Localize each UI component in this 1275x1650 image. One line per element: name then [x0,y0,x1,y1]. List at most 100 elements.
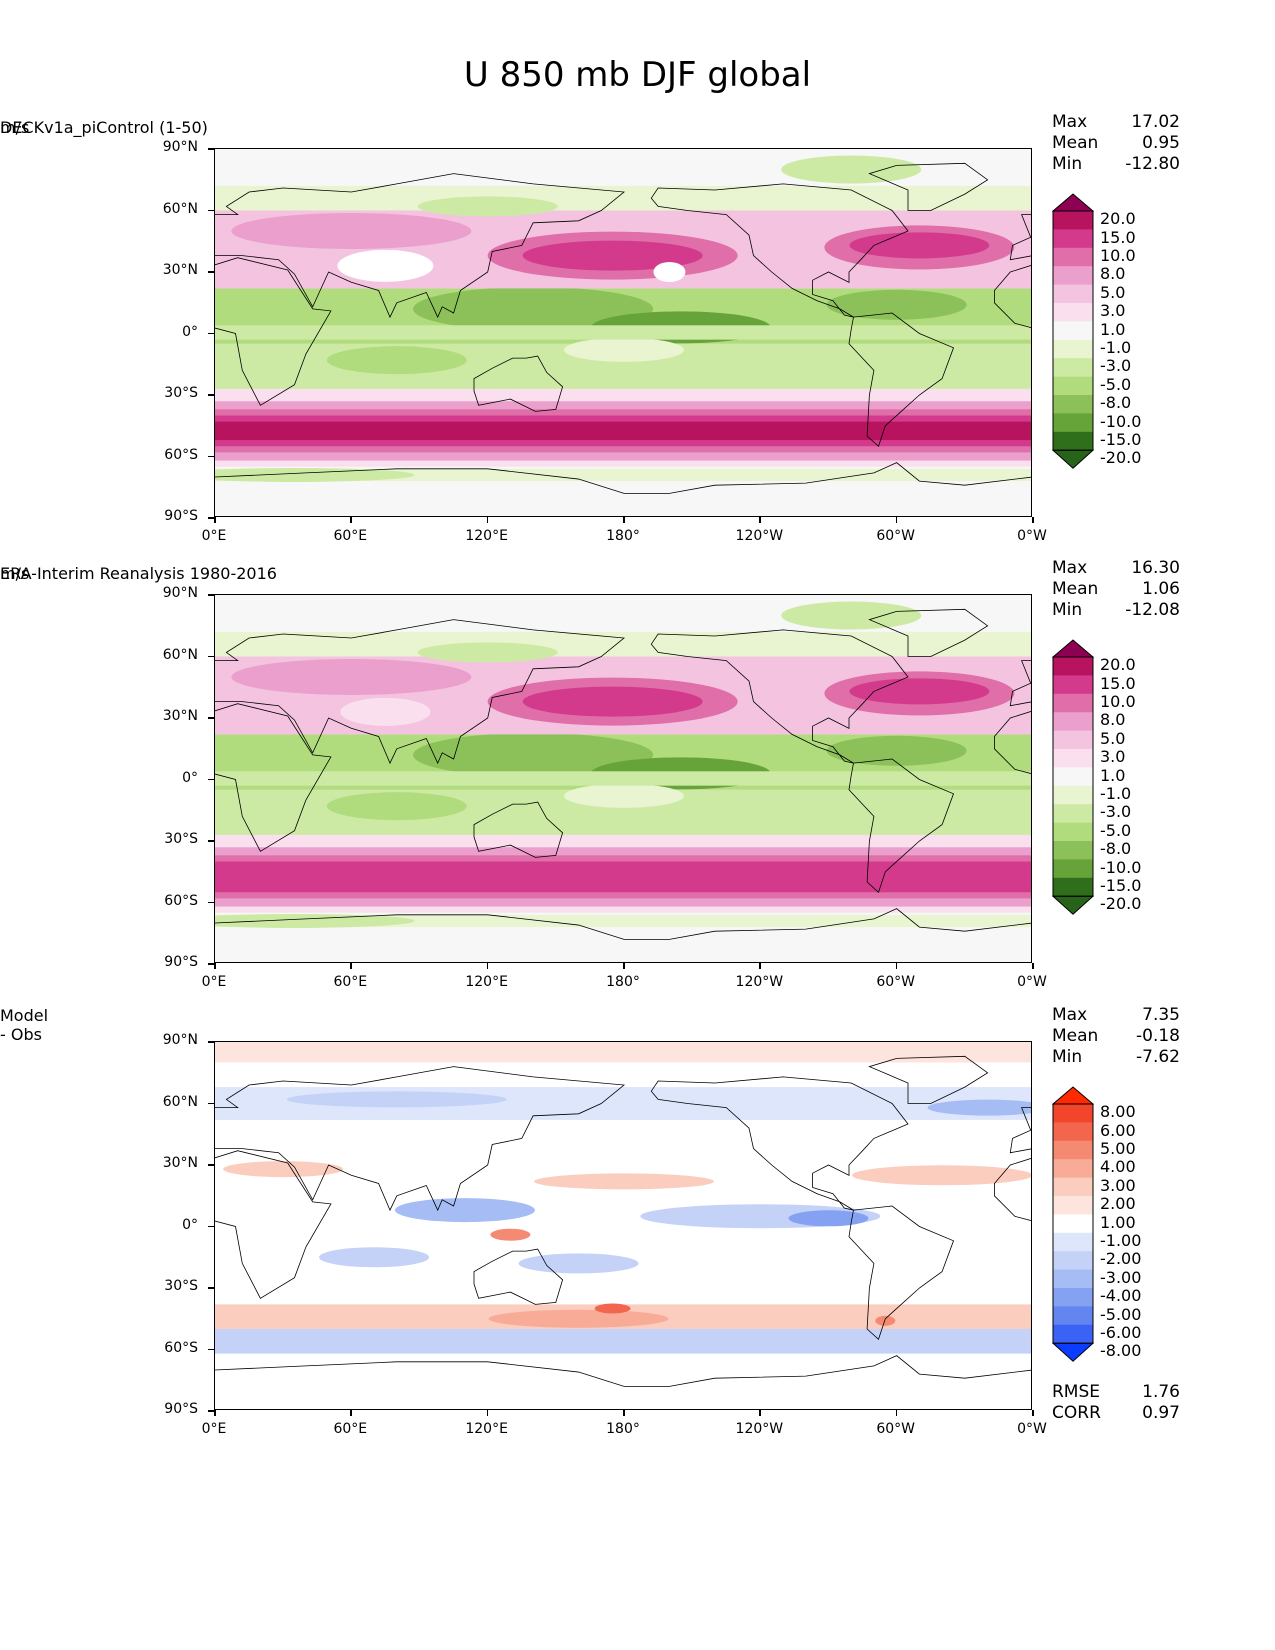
colorbar-level-label: 10.0 [1100,692,1136,711]
x-tick-label: 0°E [201,974,227,990]
colorbar-level-label: 4.00 [1100,1157,1136,1177]
y-tick-label: 30°N [162,1155,198,1171]
stat-label: Mean [1052,579,1099,599]
colorbar-segment [1053,431,1093,451]
panel-units: m/s [0,118,30,137]
stat-row: Min -12.08 [1052,600,1180,621]
colorbar-segment [1053,804,1093,824]
x-tick-label: 180° [606,528,640,544]
field-blob [326,792,467,821]
colorbar-segment [1053,266,1093,286]
colorbar-level-label: 2.00 [1100,1194,1136,1214]
field-blob [564,783,684,808]
stat-row: Max 17.02 [1052,112,1180,133]
colorbar-segment [1053,229,1093,249]
colorbar-level-label: -6.00 [1100,1323,1142,1342]
colorbar-frame [1052,1103,1094,1344]
x-tick-label: 60°E [333,974,368,990]
stat-label: Min [1052,1047,1083,1067]
colorbar-level-label: -3.0 [1100,802,1132,822]
x-tick-label: 60°W [876,528,915,544]
colorbar-level-label: 6.00 [1100,1120,1136,1140]
y-tick-label: 90°S [164,1401,198,1417]
field-blob [518,1253,639,1274]
y-tick-label: 90°N [162,585,198,601]
field-blob [223,1161,344,1178]
map-field [215,149,1031,516]
x-tick-label: 180° [606,1421,640,1437]
colorbar-level-label: 20.0 [1100,655,1136,675]
colorbar-segment [1053,413,1093,433]
colorbar-segment [1053,1196,1093,1215]
colorbar-segment [1053,767,1093,787]
colorbar-segment [1053,303,1093,322]
stat-value: -12.08 [1125,600,1180,620]
field-blob [337,249,434,282]
y-tick [208,455,214,457]
stat-value: -12.80 [1125,154,1180,174]
y-tick [208,394,214,396]
stat-value: 0.95 [1142,133,1180,153]
colorbar-level-label: -10.0 [1100,411,1142,431]
x-tick [350,517,352,523]
map-plot-area [214,148,1032,517]
stat-row: Mean 1.06 [1052,579,1180,600]
colorbar-level-label: 15.0 [1100,227,1136,247]
stat-label: CORR [1052,1403,1101,1423]
y-tick-label: 30°S [164,831,198,847]
colorbar-segment [1053,376,1093,396]
y-tick [208,1225,214,1227]
colorbar-segment [1053,1159,1093,1179]
colorbar-level-label: 10.0 [1100,246,1136,265]
field-blob [231,213,472,249]
field-band [215,927,1031,962]
summary-stats: Max 7.35 Mean -0.18 Min -7.62 [1052,1005,1180,1068]
colorbar-level-label: -15.0 [1100,876,1142,895]
colorbar-segment [1053,1232,1093,1252]
field-band [215,1329,1031,1354]
colorbar-graphic [1051,1086,1095,1362]
field-band [215,421,1031,441]
stat-value: 17.02 [1131,112,1180,132]
y-tick-label: 60°S [164,1339,198,1356]
y-tick [208,1348,214,1350]
colorbar-level-label: -20.0 [1100,894,1142,914]
colorbar-bottom-extension [1051,895,1095,915]
colorbar-top-extension [1051,193,1095,212]
y-tick-label: 0° [182,323,198,340]
x-tick [759,963,761,969]
colorbar-segment [1053,284,1093,304]
panel-units: m/s [0,564,30,583]
panel-title: DECKv1a_piControl (1-50) [0,118,208,137]
colorbar-frame [1052,656,1094,897]
colorbar-level-label: 3.00 [1100,1175,1136,1195]
colorbar-frame [1052,210,1094,451]
y-tick [208,271,214,273]
y-tick-label: 60°N [162,200,198,217]
colorbar-segment [1053,339,1093,359]
stat-label: Mean [1052,133,1099,153]
map-plot-area [214,594,1032,963]
colorbar-segment [1053,693,1093,713]
field-band [215,771,1031,786]
stat-value: -7.62 [1136,1047,1180,1067]
colorbar-level-label: 1.00 [1100,1212,1136,1232]
field-blob [826,735,967,766]
field-band [215,1042,1031,1063]
colorbar-level-label: 5.0 [1100,728,1126,748]
x-tick-label: 120°W [735,1421,784,1437]
colorbar-segment [1053,211,1093,230]
x-tick [350,963,352,969]
x-tick [1032,517,1034,523]
x-tick-label: 0°W [1017,1421,1047,1437]
field-blob [522,686,703,717]
x-tick-label: 60°E [333,528,368,544]
colorbar-level-label: -5.00 [1100,1304,1142,1324]
antarctica-coastline [215,908,1031,940]
stat-value: 1.76 [1142,1382,1180,1402]
colorbar-segment [1053,712,1093,732]
colorbar-level-label: 8.0 [1100,264,1126,284]
field-blob [826,289,967,320]
x-tick [895,517,898,523]
y-tick-label: 0° [182,1216,198,1233]
